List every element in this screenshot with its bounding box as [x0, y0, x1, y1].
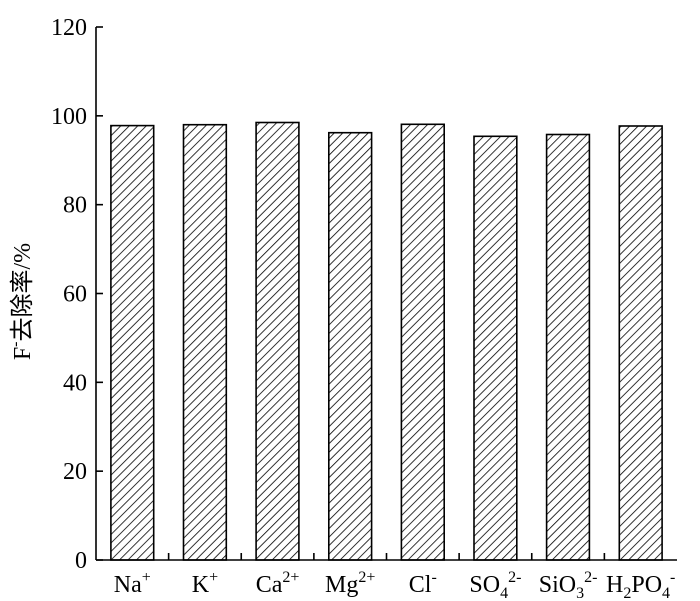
bars-layer — [110, 121, 663, 561]
labels-layer: 0 20 40 60 80 100 120 Na+ K+ Ca2+ Mg2+ Cl- SO42- SiO3… — [7, 15, 675, 601]
x-tick-label-7: SiO32- — [539, 569, 598, 601]
y-tick-label-120: 120 — [51, 15, 87, 41]
x-tick-label-1: Na+ — [114, 569, 151, 598]
y-tick-label-20: 20 — [63, 459, 87, 485]
y-tick-label-40: 40 — [63, 370, 87, 396]
bar-8 — [618, 125, 663, 561]
bar-4 — [327, 131, 373, 561]
bar-6 — [473, 135, 518, 561]
bar-7 — [545, 133, 591, 561]
y-tick-label-100: 100 — [51, 104, 87, 130]
y-tick-label-60: 60 — [63, 282, 87, 308]
x-tick-label-2: K+ — [192, 569, 218, 598]
x-tick-label-6: SO42- — [469, 569, 521, 601]
y-axis-label: F-去除率/% — [7, 243, 36, 360]
bar-3 — [255, 121, 300, 561]
x-tick-label-8: H2PO4- — [606, 569, 675, 601]
x-tick-label-4: Mg2+ — [325, 569, 375, 598]
y-tick-label-80: 80 — [63, 193, 87, 219]
bar-2 — [182, 123, 228, 561]
bar-1 — [110, 124, 155, 561]
bar-5 — [400, 123, 445, 561]
x-tick-label-5: Cl- — [409, 569, 437, 598]
axes-layer — [95, 26, 677, 561]
x-tick-label-3: Ca2+ — [256, 569, 300, 598]
y-tick-label-0: 0 — [75, 548, 87, 574]
